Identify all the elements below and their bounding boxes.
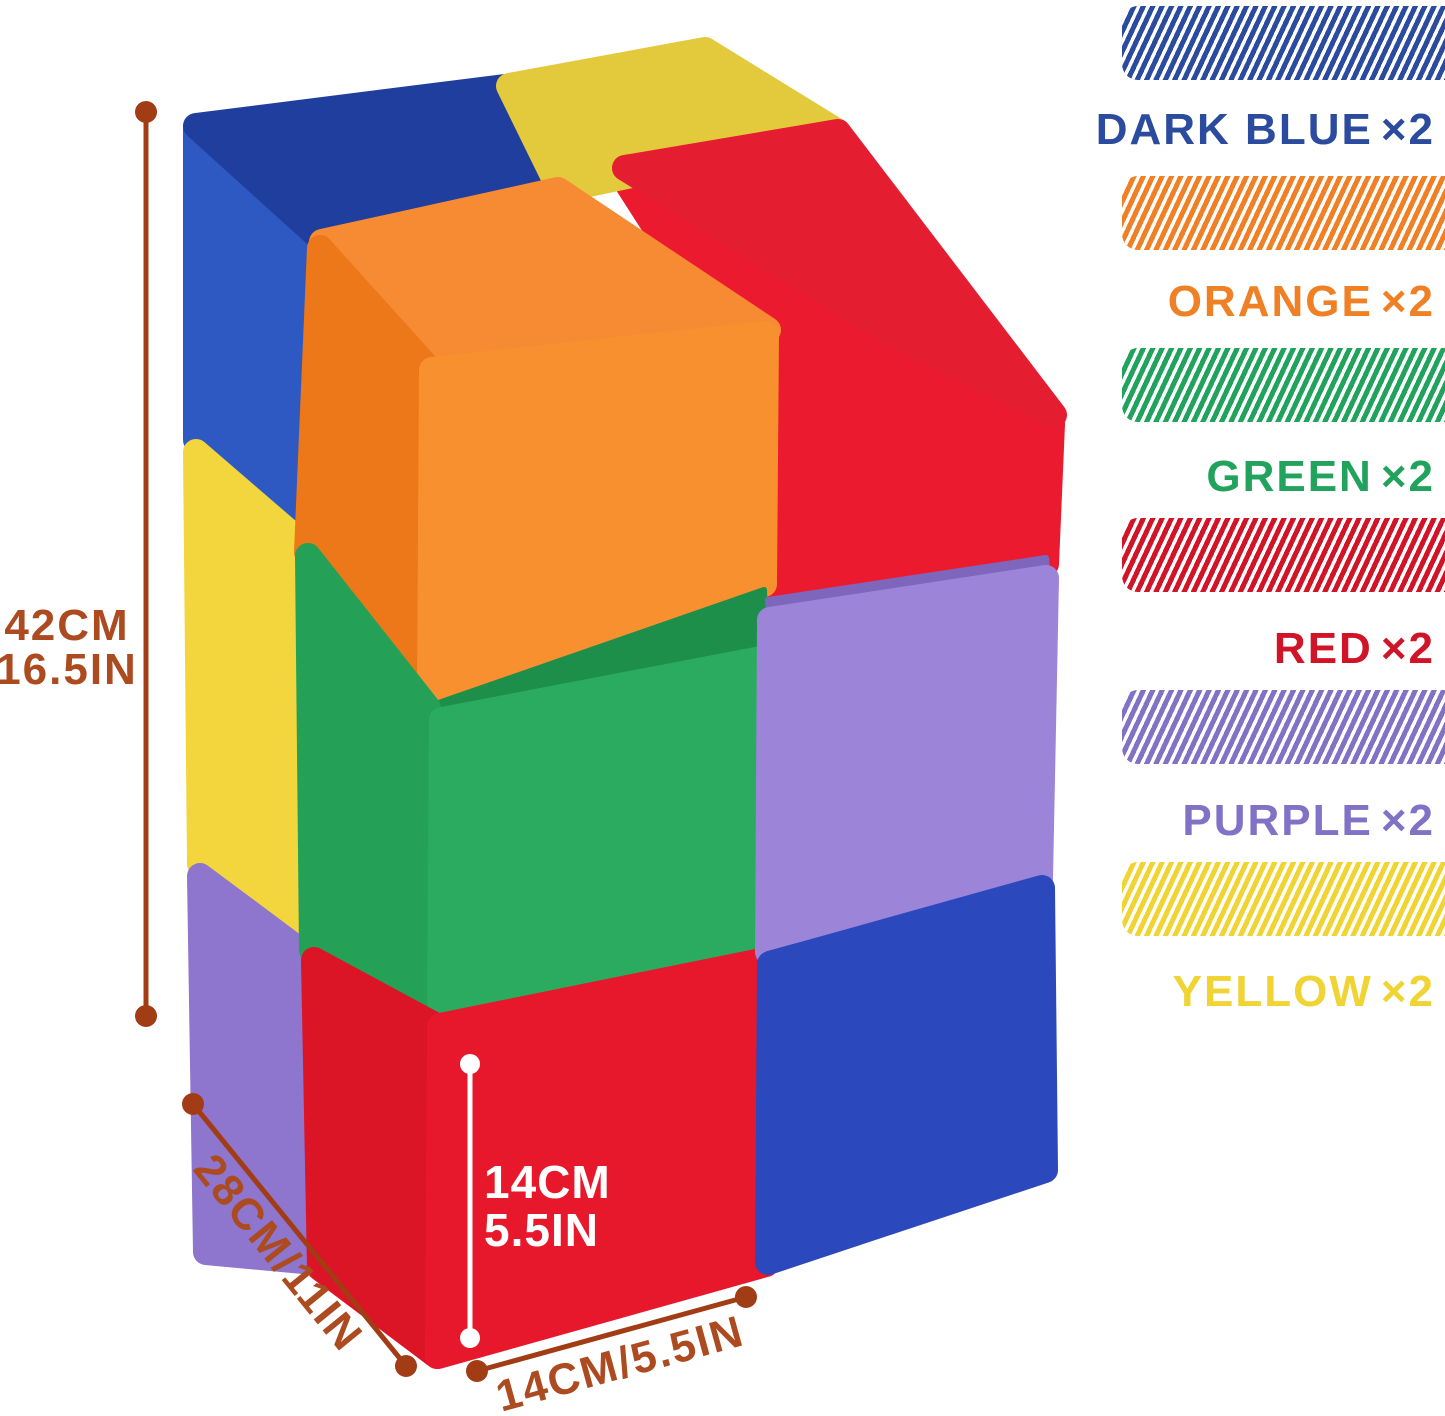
legend-count: ×2 [1380, 277, 1435, 326]
dimension-dot-white [460, 1328, 480, 1348]
legend-label-orange: ORANGE ×2 [1168, 276, 1435, 328]
dimension-dot [395, 1355, 417, 1377]
legend-color-name: RED [1273, 624, 1373, 673]
dimension-dot [735, 1286, 757, 1308]
depth-dimension-line [190, 1101, 409, 1369]
dimension-dot [182, 1093, 204, 1115]
legend-swatch-green [1122, 348, 1445, 422]
cube-front-blue-bottom [755, 875, 1058, 1275]
legend-label-purple: PURPLE ×2 [1182, 795, 1435, 847]
cube-height-cm-label: 14CM [484, 1156, 611, 1208]
height-in-label: 16.5IN [0, 645, 138, 694]
legend-swatch-yellow [1122, 862, 1445, 936]
dimension-dot-white [460, 1054, 480, 1074]
dimension-dot [135, 1005, 157, 1027]
legend-count: ×2 [1380, 967, 1435, 1016]
cube-height-dimension: 14CM 5.5IN [460, 1054, 611, 1348]
legend-label-green: GREEN ×2 [1206, 451, 1435, 503]
legend-count: ×2 [1380, 452, 1435, 501]
height-cm-label: 42CM [4, 601, 129, 650]
legend-color-name: DARK BLUE [1095, 105, 1373, 154]
legend-color-name: PURPLE [1182, 796, 1373, 845]
dimension-dot [466, 1360, 488, 1382]
dimension-dot [135, 101, 157, 123]
cube-front-orange [417, 321, 779, 713]
legend-color-name: ORANGE [1167, 277, 1373, 326]
legend-color-name: YELLOW [1172, 967, 1373, 1016]
legend-count: ×2 [1380, 796, 1435, 845]
cube-top-red [612, 119, 1067, 428]
legend-swatch-orange [1122, 176, 1445, 250]
legend-label-dark-blue: DARK BLUE ×2 [1096, 104, 1435, 156]
legend-swatch-dark-blue [1122, 6, 1445, 80]
legend-count: ×2 [1380, 105, 1435, 154]
legend-count: ×2 [1380, 624, 1435, 673]
legend-color-name: GREEN [1206, 452, 1373, 501]
legend-swatch-purple [1122, 690, 1445, 764]
legend-swatch-red [1122, 518, 1445, 592]
height-dimension: 42CM 16.5IN [0, 101, 157, 1027]
cube-width-line [474, 1294, 749, 1374]
legend-label-yellow: YELLOW ×2 [1173, 966, 1435, 1018]
cube-height-in-label: 5.5IN [484, 1204, 599, 1256]
legend-label-red: RED ×2 [1274, 623, 1435, 675]
